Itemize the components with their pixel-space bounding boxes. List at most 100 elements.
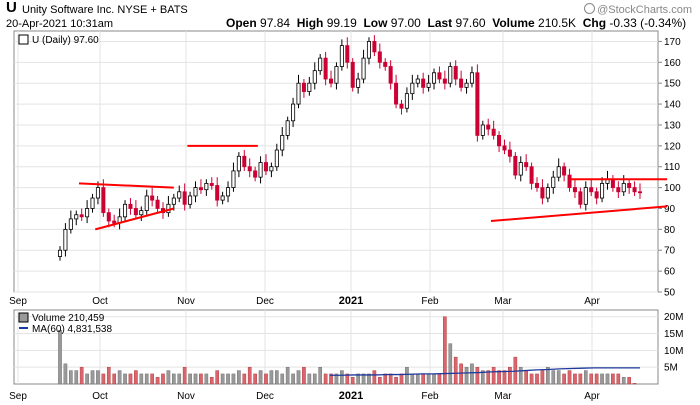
volume-bar	[594, 373, 599, 385]
volume-bar	[459, 363, 463, 385]
volume-bar	[188, 373, 192, 385]
volume-bar	[117, 370, 122, 385]
volume-bar	[410, 373, 415, 385]
candle-body	[361, 57, 366, 80]
volume-bar	[529, 373, 534, 385]
quote-low-label: Low	[363, 16, 388, 30]
candle-body	[551, 176, 556, 189]
ticker-symbol: U	[6, 0, 17, 16]
candle-body	[562, 166, 567, 176]
candle-body	[231, 170, 236, 188]
candle-body	[150, 195, 155, 201]
trendline	[490, 205, 668, 223]
candle-body	[350, 61, 355, 88]
candle-body	[442, 78, 447, 84]
candle-body	[123, 203, 128, 218]
volume-bar	[231, 373, 236, 385]
candle-body	[193, 187, 198, 197]
volume-tick-label: 15M	[664, 329, 683, 340]
volume-bar	[253, 373, 257, 385]
volume-bar	[291, 373, 295, 385]
candle-body	[242, 155, 247, 168]
candle-body	[372, 41, 377, 53]
candle-body	[182, 191, 187, 205]
volume-bar	[524, 370, 528, 385]
candle-body	[85, 208, 90, 218]
y-tick-label: 170	[664, 37, 681, 48]
volume-bar	[296, 370, 301, 385]
y-tick-label: 120	[664, 141, 681, 152]
volume-bar	[540, 370, 545, 385]
price-legend-label: U (Daily) 97.60	[32, 35, 99, 46]
candle-body	[475, 72, 480, 136]
volume-bar	[101, 373, 106, 385]
candle-body	[556, 166, 561, 178]
candle-body	[583, 187, 588, 205]
volume-bar	[372, 370, 377, 385]
x-tick-label-volume: Mar	[494, 391, 512, 402]
volume-bar	[226, 373, 230, 385]
candle-body	[610, 178, 615, 189]
candle-body	[285, 120, 290, 136]
candle-body	[518, 162, 523, 176]
candle-body	[215, 185, 220, 201]
volume-bar	[139, 373, 144, 385]
volume-bar	[155, 377, 160, 385]
candle-body	[209, 183, 214, 186]
candle-body	[497, 134, 502, 147]
candle-body	[236, 155, 241, 172]
volume-bar	[453, 356, 458, 385]
candle-body	[345, 45, 350, 63]
candle-body	[578, 191, 583, 205]
volume-bar	[632, 383, 637, 385]
y-tick-label: 70	[664, 246, 676, 257]
x-tick-label: Nov	[177, 296, 195, 307]
candle-body	[480, 124, 485, 136]
candle-body	[540, 187, 545, 199]
volume-bar	[388, 373, 393, 385]
candle-body	[404, 93, 409, 109]
y-tick-label: 110	[664, 162, 680, 173]
volume-bar	[199, 373, 203, 385]
volume-bar	[421, 373, 425, 385]
volume-bar	[264, 373, 268, 385]
volume-bar	[475, 366, 480, 385]
volume-bar	[318, 366, 322, 385]
volume-bar	[302, 366, 306, 385]
y-tick-label: 140	[664, 100, 681, 111]
volume-bar	[280, 373, 285, 385]
candle-body	[589, 187, 594, 193]
volume-bar	[589, 373, 594, 385]
volume-tick-label: 10M	[664, 346, 683, 357]
volume-bar	[508, 366, 512, 385]
volume-bar	[69, 370, 73, 385]
volume-bar	[161, 373, 165, 385]
candle-body	[356, 78, 361, 88]
candle-body	[198, 187, 203, 191]
candle-body	[572, 187, 577, 193]
x-tick-label: Apr	[584, 296, 600, 307]
volume-bar	[112, 373, 117, 385]
volume-bar	[275, 370, 279, 385]
candle-body	[258, 162, 263, 178]
volume-bar	[562, 373, 566, 385]
volume-bar	[535, 373, 539, 385]
volume-bar	[480, 370, 485, 385]
candle-body	[269, 166, 274, 172]
volume-bar	[285, 366, 290, 385]
y-tick-label: 50	[664, 288, 676, 299]
candle-body	[57, 249, 63, 257]
volume-bar	[258, 370, 263, 385]
watermark-text: @StockCharts.com	[597, 4, 692, 16]
volume-bar	[621, 377, 626, 385]
volume-bar	[378, 377, 382, 385]
volume-bar	[437, 373, 442, 385]
volume-bar	[269, 370, 274, 385]
volume-bar	[583, 370, 588, 385]
volume-bar	[193, 373, 198, 385]
quote-volume-value: 210.5K	[538, 16, 577, 30]
candle-body	[155, 199, 160, 209]
candle-body	[616, 187, 621, 193]
candle-body	[106, 212, 111, 222]
